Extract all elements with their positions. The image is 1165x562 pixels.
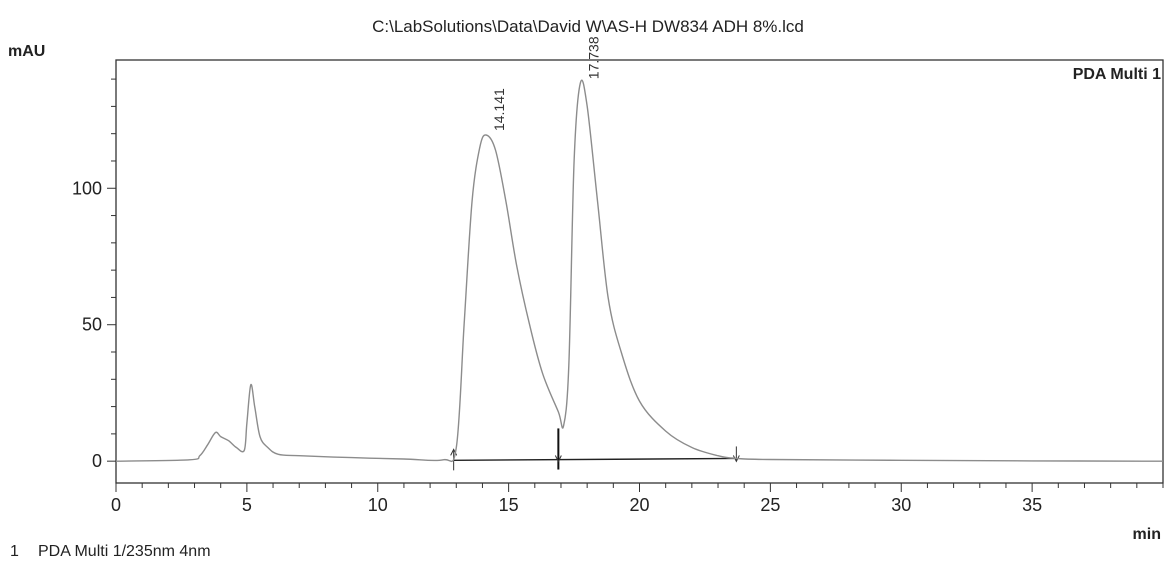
trace-number: 1 (10, 543, 19, 560)
x-tick-label: 0 (111, 495, 121, 515)
peak-label: 17.738 (585, 36, 601, 79)
y-tick-label: 100 (72, 178, 102, 198)
x-tick-label: 20 (629, 495, 649, 515)
x-tick-label: 15 (499, 495, 519, 515)
x-tick-label: 30 (891, 495, 911, 515)
x-tick-label: 10 (368, 495, 388, 515)
chart-title: C:\LabSolutions\Data\David W\AS-H DW834 … (372, 17, 804, 36)
peak-label: 14.141 (491, 88, 507, 131)
trace-label: PDA Multi 1/235nm 4nm (38, 543, 211, 560)
x-axis-unit: min (1133, 526, 1161, 543)
y-axis-unit: mAU (8, 43, 45, 60)
x-tick-label: 5 (242, 495, 252, 515)
chromatogram-trace (115, 79, 1164, 463)
y-tick-label: 50 (82, 315, 102, 335)
y-tick-label: 0 (92, 451, 102, 471)
legend-label: PDA Multi 1 (1073, 66, 1161, 83)
integration-marker (554, 428, 562, 470)
x-tick-label: 25 (760, 495, 780, 515)
x-tick-label: 35 (1022, 495, 1042, 515)
integration-baseline (453, 457, 737, 462)
plot-frame (115, 59, 1164, 484)
